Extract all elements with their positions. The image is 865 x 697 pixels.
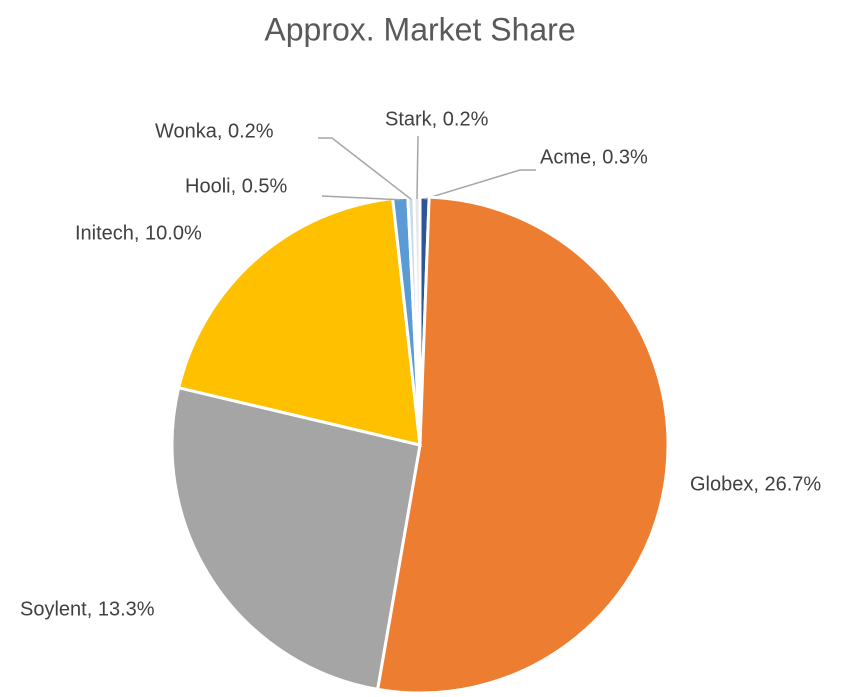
pie-slice — [375, 195, 670, 695]
data-label: Hooli, 0.5% — [185, 175, 287, 197]
data-label: Wonka, 0.2% — [155, 120, 274, 142]
data-label: Acme, 0.3% — [540, 146, 648, 168]
pie-slice — [176, 196, 422, 447]
leader-line — [424, 169, 536, 200]
leader-line — [318, 137, 412, 200]
leader-line — [321, 195, 401, 201]
data-label: Soylent, 13.3% — [20, 598, 155, 620]
data-label: Stark, 0.2% — [385, 108, 489, 130]
data-label: Initech, 10.0% — [75, 222, 202, 244]
leader-line — [416, 135, 419, 200]
data-label: Globex, 26.7% — [690, 473, 821, 495]
chart-title: Approx. Market Share — [264, 11, 575, 47]
pie-slice — [170, 385, 422, 692]
